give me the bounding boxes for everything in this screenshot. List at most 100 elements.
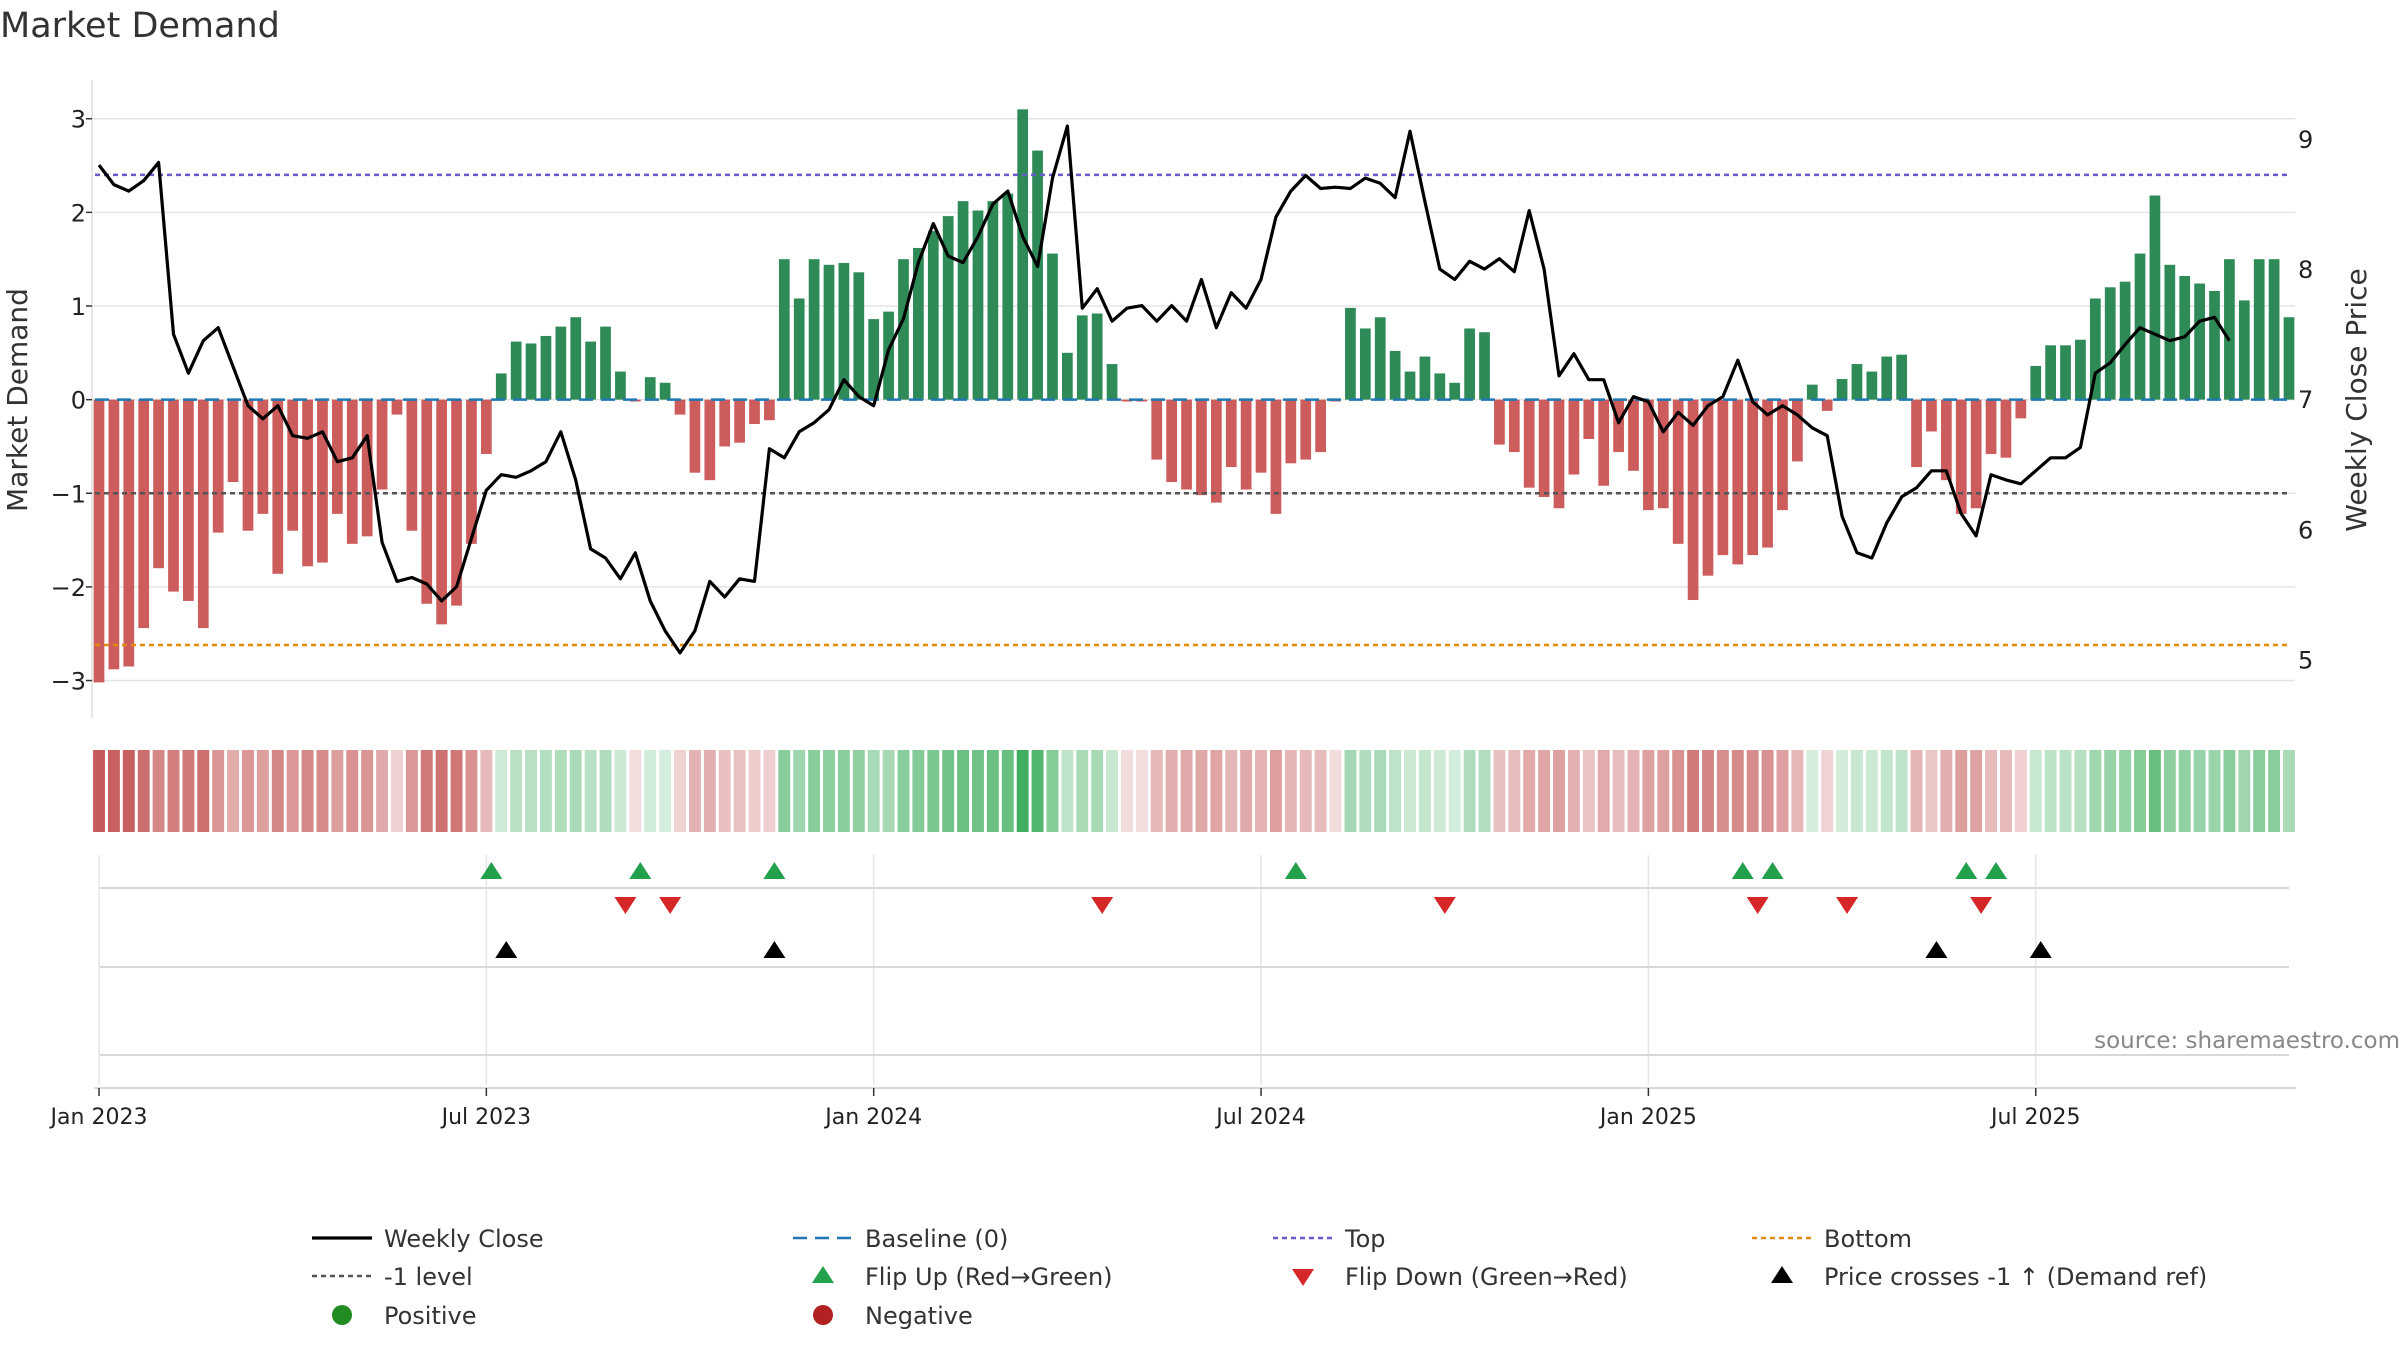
bar-positive <box>2045 345 2056 400</box>
bar-positive <box>659 382 671 400</box>
bar-positive <box>1896 354 1908 400</box>
legend-swatch-dot <box>813 1305 833 1325</box>
bar-negative <box>242 399 254 531</box>
bar-positive <box>987 201 999 400</box>
heat-cell <box>823 750 835 832</box>
bar-negative <box>689 399 701 473</box>
bar-positive <box>555 326 567 400</box>
weekly-close-line <box>97 124 2231 655</box>
heat-cell <box>837 750 850 832</box>
heat-cell <box>2104 750 2117 832</box>
heat-cell <box>450 750 463 832</box>
heat-cell <box>2193 750 2206 832</box>
bar-positive <box>957 201 969 400</box>
legend-label: Top <box>1344 1225 1386 1253</box>
right-tick-label: 9 <box>2298 126 2313 154</box>
bar-negative <box>183 399 194 601</box>
heat-cell <box>1791 750 1804 832</box>
heat-cell <box>1061 750 1074 832</box>
bar-positive <box>1062 352 1073 400</box>
bar-negative <box>1151 399 1163 460</box>
right-tick-label: 5 <box>2298 646 2313 674</box>
heat-cell <box>778 750 791 832</box>
heat-cell <box>1657 750 1670 832</box>
heat-cell <box>674 750 686 832</box>
bar-positive <box>1806 384 1818 400</box>
bar-negative <box>1985 399 1997 454</box>
heat-cell <box>957 750 970 832</box>
heat-cell <box>197 750 210 832</box>
heat-cell <box>1433 750 1446 832</box>
heat-cell <box>2178 750 2191 832</box>
heat-cell <box>1880 750 1893 832</box>
bar-negative <box>272 399 284 574</box>
bar-positive <box>615 371 626 400</box>
left-tick-label: 1 <box>71 293 86 321</box>
heat-cell <box>1538 750 1551 832</box>
bar-positive <box>2268 259 2280 400</box>
bar-negative <box>302 399 313 567</box>
legend: Weekly Close Baseline (0) Top Bottom -1 leve… <box>312 1225 2207 1330</box>
heat-cell <box>2163 750 2176 832</box>
bar-positive <box>942 216 954 400</box>
heat-cell <box>525 750 537 832</box>
legend-label: Positive <box>384 1302 477 1330</box>
x-tick-label: Jan 2023 <box>49 1105 148 1130</box>
legend-swatch-dot <box>332 1305 352 1325</box>
bar-positive <box>585 341 596 400</box>
bar-positive <box>2238 300 2250 400</box>
heat-cell <box>167 750 180 832</box>
heat-cell <box>1940 750 1953 832</box>
heat-cell <box>286 750 299 832</box>
legend-label: Bottom <box>1824 1225 1912 1253</box>
flip-up-marker <box>1985 862 2008 879</box>
heat-cell <box>1180 750 1193 832</box>
price-cross-marker <box>1925 941 1948 958</box>
bar-negative <box>376 399 388 490</box>
heat-cell <box>122 750 135 832</box>
bar-negative <box>1955 399 1967 514</box>
heat-cell <box>2029 750 2042 832</box>
right-tick-label: 7 <box>2298 386 2313 414</box>
bar-positive <box>2209 291 2220 400</box>
bar-positive <box>600 326 611 400</box>
bar-negative <box>1523 399 1535 488</box>
legend-item-bottom: Bottom <box>1752 1225 1912 1253</box>
bar-positive <box>913 247 924 400</box>
heat-cell <box>882 750 895 832</box>
heat-cell <box>554 750 567 832</box>
axes: 3 2 1 0 −1 −2 −3 9 8 7 6 5 <box>51 80 2313 718</box>
bar-negative <box>153 399 164 569</box>
right-axis-label: Weekly Close Price <box>2340 268 2373 531</box>
heat-cell <box>867 750 880 832</box>
heat-cell <box>733 750 746 832</box>
bar-positive <box>2075 339 2086 400</box>
heat-cell <box>1284 750 1297 832</box>
source-text: source: sharemaestro.com <box>2094 1028 2400 1054</box>
price-cross-panel <box>100 941 2289 1056</box>
heat-cell <box>808 750 821 832</box>
flip-down-marker <box>1433 897 1456 914</box>
heat-cell <box>242 750 254 832</box>
heat-cell <box>93 750 105 832</box>
heat-cell <box>1687 750 1700 832</box>
bar-positive <box>2224 259 2235 400</box>
bar-negative <box>1538 399 1550 498</box>
heat-cell <box>2253 750 2266 832</box>
flip-up-marker <box>1731 862 1754 879</box>
heat-cell <box>1374 750 1387 832</box>
legend-label: Price crosses -1 ↑ (Demand ref) <box>1824 1263 2207 1291</box>
heat-cell <box>2283 750 2295 832</box>
x-tick-label: Jan 2024 <box>823 1105 922 1130</box>
heat-cell <box>1121 750 1133 832</box>
price-cross-marker <box>2029 941 2052 958</box>
left-axis-label: Market Demand <box>1 288 34 512</box>
legend-item-positive: Positive <box>332 1302 477 1330</box>
heat-cell <box>1359 750 1372 832</box>
heat-cell <box>1806 750 1819 832</box>
heat-cell <box>1567 750 1580 832</box>
left-tick-label: −3 <box>51 668 86 696</box>
heat-cell <box>2238 750 2251 832</box>
price-cross-marker <box>495 941 518 958</box>
legend-item-negative: Negative <box>813 1302 973 1330</box>
